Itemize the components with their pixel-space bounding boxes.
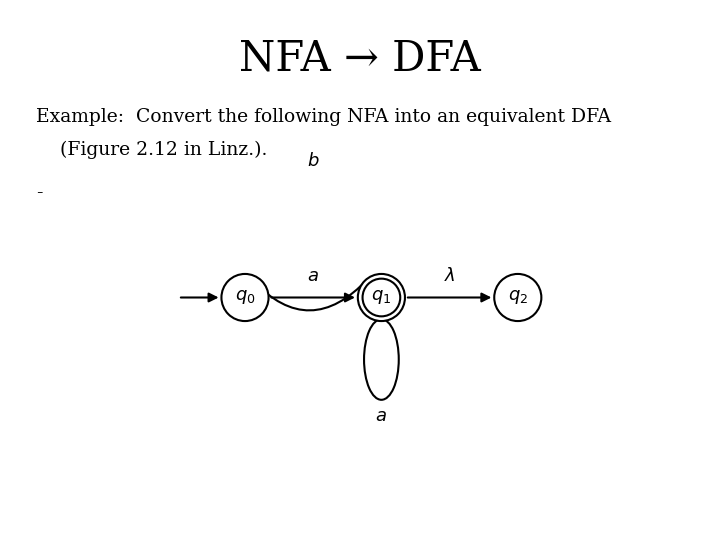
Text: $b$: $b$ xyxy=(307,152,320,171)
FancyArrowPatch shape xyxy=(253,279,368,310)
Text: $\lambda$: $\lambda$ xyxy=(444,267,455,285)
Circle shape xyxy=(222,274,269,321)
Text: $q_2$: $q_2$ xyxy=(508,288,528,307)
Text: $a$: $a$ xyxy=(307,267,319,285)
Text: -: - xyxy=(36,184,42,201)
Text: NFA → DFA: NFA → DFA xyxy=(239,38,481,80)
Text: $a$: $a$ xyxy=(375,407,387,425)
Text: $q_1$: $q_1$ xyxy=(372,288,392,307)
Text: Example:  Convert the following NFA into an equivalent DFA: Example: Convert the following NFA into … xyxy=(36,108,611,126)
Circle shape xyxy=(494,274,541,321)
Circle shape xyxy=(358,274,405,321)
Text: (Figure 2.12 in Linz.).: (Figure 2.12 in Linz.). xyxy=(36,140,267,159)
Text: $q_0$: $q_0$ xyxy=(235,288,256,307)
